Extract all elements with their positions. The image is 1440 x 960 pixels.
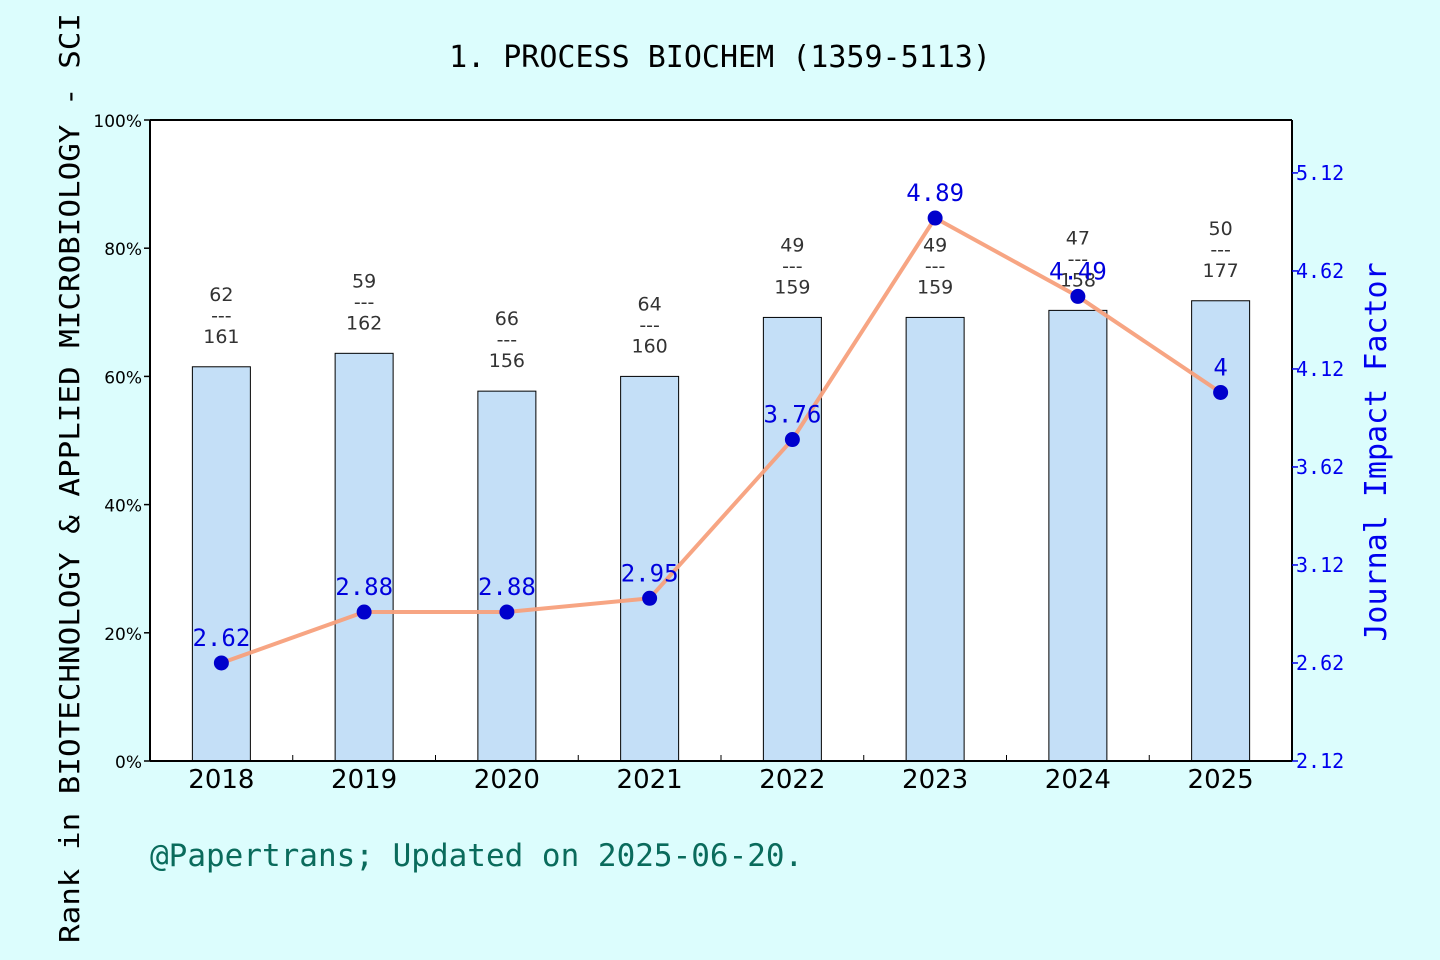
- bars-layer: [191, 300, 1251, 762]
- rank-separator-label: ---: [782, 255, 803, 277]
- left-tick-label: 0%: [115, 753, 142, 773]
- impact-factor-point-2024: [1070, 288, 1086, 304]
- rank-total-label: 159: [917, 276, 953, 298]
- left-tick-label: 40%: [104, 497, 142, 517]
- rank-total-label: 160: [631, 335, 667, 357]
- left-tick-label: 80%: [104, 240, 142, 260]
- right-tick-label: 5.12: [1296, 161, 1344, 185]
- rank-bar-2018: [191, 366, 251, 762]
- impact-factor-line: [220, 216, 1222, 665]
- impact-factor-value-label: 2.62: [192, 624, 250, 652]
- rank-number-label: 50: [1209, 218, 1233, 240]
- impact-factor-value-label: 2.88: [478, 573, 536, 601]
- impact-factor-value-label: 2.88: [335, 573, 393, 601]
- chart-title: 1. PROCESS BIOCHEM (1359-5113): [449, 40, 991, 75]
- x-tick-label: 2025: [1188, 765, 1254, 795]
- rank-number-label: 62: [209, 284, 233, 306]
- impact-factor-point-2025: [1213, 384, 1229, 400]
- rank-bar-2020: [477, 390, 537, 762]
- plot-area: [150, 120, 1292, 761]
- axes-layer: 0% 20% 40% 60% 80% 100% 2.12 2.62 3.12 3.62 4.12 4.…: [93, 112, 1344, 795]
- rank-total-label: 159: [774, 276, 810, 298]
- rank-bar-2019: [334, 352, 394, 762]
- impact-factor-point-2022: [784, 432, 800, 448]
- right-axis-label: Journal Impact Factor: [1359, 262, 1394, 641]
- rank-number-label: 64: [638, 293, 662, 315]
- rank-separator-label: ---: [497, 329, 518, 351]
- x-tick-label: 2022: [759, 765, 825, 795]
- x-tick-label: 2021: [617, 765, 683, 795]
- x-tick-label: 2019: [331, 765, 397, 795]
- right-tick-label: 3.62: [1296, 455, 1344, 479]
- rank-bar-2023: [905, 316, 965, 762]
- x-tick-label: 2018: [188, 765, 254, 795]
- impact-factor-value-label: 4.89: [906, 179, 964, 207]
- rank-total-label: 161: [203, 326, 239, 348]
- impact-factor-point-2020: [499, 604, 515, 620]
- rank-number-label: 47: [1066, 227, 1090, 249]
- x-tick-label: 2024: [1045, 765, 1111, 795]
- rank-separator-label: ---: [1210, 239, 1231, 261]
- impact-factor-value-label: 2.95: [621, 559, 679, 587]
- left-axis-label: Rank in BIOTECHNOLOGY & APPLIED MICROBIO…: [53, 13, 86, 943]
- rank-bar-2022: [762, 316, 822, 762]
- rank-total-label: 177: [1202, 260, 1238, 282]
- rank-separator-label: ---: [354, 291, 375, 313]
- impact-factor-value-label: 4: [1213, 353, 1227, 381]
- rank-number-label: 49: [923, 234, 947, 256]
- impact-factor-point-2019: [356, 604, 372, 620]
- impact-factor-point-2018: [213, 655, 229, 671]
- right-tick-label: 2.12: [1296, 749, 1344, 773]
- impact-factor-value-label: 3.76: [763, 401, 821, 429]
- rank-number-label: 59: [352, 270, 376, 292]
- impact-factor-point-2021: [642, 590, 658, 606]
- impact-factor-point-2023: [927, 210, 943, 226]
- left-tick-label: 100%: [93, 112, 142, 132]
- rank-total-label: 162: [346, 312, 382, 334]
- right-tick-label: 3.12: [1296, 553, 1344, 577]
- x-tick-label: 2020: [474, 765, 540, 795]
- rank-separator-label: ---: [1068, 248, 1089, 270]
- rank-bar-2024: [1048, 309, 1108, 762]
- rank-total-label: 156: [489, 350, 525, 372]
- rank-separator-label: ---: [211, 305, 232, 327]
- right-tick-label: 2.62: [1296, 651, 1344, 675]
- right-tick-label: 4.12: [1296, 357, 1344, 381]
- rank-number-label: 49: [780, 234, 804, 256]
- rank-total-label: 158: [1060, 269, 1096, 291]
- line-layer: 2.62 2.88 2.88 2.95 3.76 4.89 4.49 4: [192, 179, 1229, 671]
- rank-bar-2021: [620, 375, 680, 762]
- footer-note: @Papertrans; Updated on 2025-06-20.: [150, 838, 803, 874]
- rank-separator-label: ---: [639, 314, 660, 336]
- impact-factor-value-label: 4.49: [1049, 257, 1107, 285]
- rank-separator-label: ---: [925, 255, 946, 277]
- left-tick-label: 20%: [104, 625, 142, 645]
- x-tick-label: 2023: [902, 765, 968, 795]
- left-tick-label: 60%: [104, 368, 142, 388]
- right-tick-label: 4.62: [1296, 259, 1344, 283]
- rank-number-label: 66: [495, 308, 519, 330]
